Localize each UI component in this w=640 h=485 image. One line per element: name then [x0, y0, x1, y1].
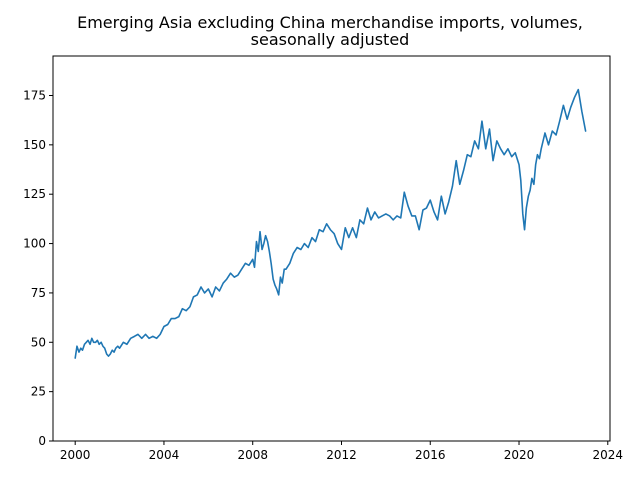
x-tick-label: 2024: [593, 448, 624, 462]
chart-title-line-2: seasonally adjusted: [251, 30, 410, 49]
x-tick-label: 2016: [415, 448, 446, 462]
x-tick-label: 2008: [237, 448, 268, 462]
x-tick-label: 2012: [326, 448, 357, 462]
x-tick-label: 2004: [149, 448, 180, 462]
y-tick-label: 50: [31, 335, 46, 349]
axes-frame: [52, 55, 611, 442]
y-tick-label: 175: [23, 88, 46, 102]
x-tick-label: 2000: [60, 448, 91, 462]
y-tick-label: 75: [31, 286, 46, 300]
y-tick-label: 125: [23, 187, 46, 201]
series-line-0: [74, 88, 587, 359]
x-tick-label: 2020: [504, 448, 535, 462]
chart-title-line-1: Emerging Asia excluding China merchandis…: [77, 13, 583, 32]
y-tick-label: 150: [23, 138, 46, 152]
plot-area: 2000 2004 2008 2012 2016 2020 2024 0 25 50 75 100 12…: [23, 55, 624, 462]
y-tick-label: 100: [23, 237, 46, 251]
y-tick-label: 0: [38, 434, 46, 448]
y-tick-label: 25: [31, 385, 46, 399]
